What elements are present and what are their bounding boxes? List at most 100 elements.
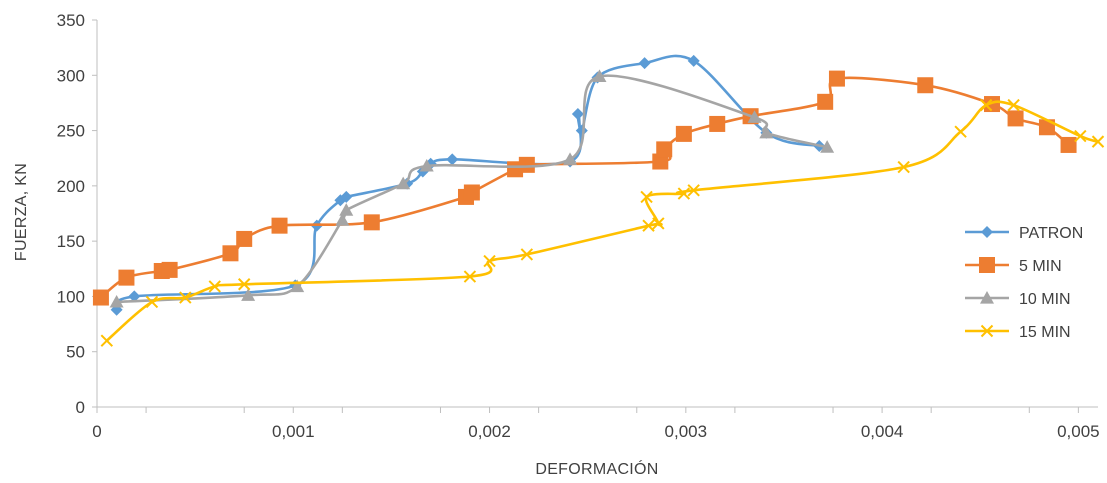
- data-point: [675, 125, 692, 142]
- legend-label: 10 MIN: [1019, 291, 1071, 308]
- data-point: [817, 93, 834, 110]
- data-point: [747, 110, 762, 123]
- data-point: [917, 77, 934, 94]
- data-point: [592, 69, 607, 82]
- x-marker-stroke: [652, 217, 665, 230]
- plot-area: [92, 54, 1105, 347]
- data-point: [241, 288, 256, 301]
- legend: PATRON 5 MIN 10 MIN 15 MIN: [965, 225, 1083, 341]
- data-point: [759, 125, 774, 139]
- data-point: [1007, 98, 1020, 112]
- y-tick-label: 350: [57, 11, 85, 30]
- series-10-min: [109, 69, 835, 308]
- x-marker-stroke: [520, 248, 534, 261]
- series-line: [114, 54, 820, 311]
- data-point: [446, 153, 459, 166]
- data-point: [687, 54, 700, 67]
- x-marker-stroke: [677, 187, 691, 200]
- x-marker-stroke: [642, 219, 655, 232]
- x-marker-stroke: [483, 254, 496, 268]
- x-tick-label: 0,001: [272, 422, 315, 441]
- data-point: [335, 213, 350, 226]
- data-point: [575, 124, 588, 137]
- data-point: [145, 295, 159, 309]
- x-marker-stroke: [980, 324, 994, 338]
- data-point: [100, 334, 114, 347]
- legend-marker: [980, 324, 994, 338]
- data-point: [828, 70, 845, 87]
- x-marker-stroke: [687, 184, 700, 197]
- data-point: [340, 190, 353, 203]
- y-tick-label: 100: [57, 287, 85, 306]
- x-tick-label: 0,002: [468, 422, 511, 441]
- x-tick-label: 0,003: [665, 422, 708, 441]
- x-marker-stroke: [1074, 129, 1087, 143]
- x-tick-label: 0,005: [1057, 422, 1100, 441]
- data-point: [1007, 110, 1024, 127]
- data-point: [222, 245, 239, 262]
- data-point: [954, 125, 967, 138]
- data-point: [520, 248, 534, 261]
- data-point: [419, 158, 434, 172]
- data-point: [652, 153, 669, 170]
- y-tick-label: 200: [57, 177, 85, 196]
- data-point: [339, 203, 354, 216]
- data-point: [1074, 129, 1087, 143]
- legend-item-10-min: 10 MIN: [965, 291, 1071, 308]
- data-point: [687, 184, 700, 197]
- axes: [92, 19, 1098, 413]
- legend-marker: [980, 291, 994, 304]
- x-tick-label: 0: [92, 422, 101, 441]
- data-point: [652, 217, 665, 230]
- y-tick-label: 300: [57, 66, 85, 85]
- x-marker-stroke: [1091, 135, 1105, 148]
- data-point: [640, 190, 653, 204]
- data-point: [363, 214, 380, 231]
- x-marker-stroke: [145, 295, 159, 309]
- data-point: [396, 176, 411, 190]
- x-marker-stroke: [1007, 98, 1020, 112]
- series-line: [105, 100, 1099, 342]
- data-point: [638, 57, 651, 70]
- data-point: [518, 156, 535, 173]
- x-marker-stroke: [463, 270, 477, 283]
- legend-marker: [981, 226, 993, 238]
- data-point: [820, 140, 835, 153]
- y-tick-label: 50: [66, 343, 85, 362]
- data-point: [208, 280, 221, 293]
- data-point: [161, 261, 178, 278]
- y-tick-label: 0: [76, 398, 85, 417]
- x-marker-stroke: [954, 125, 967, 138]
- data-point: [897, 160, 910, 174]
- x-marker-stroke: [979, 98, 993, 112]
- tick-labels: 0 50 100 150 200 250 300 350 0 0,001 0,002 0,003 0,0…: [57, 11, 1100, 441]
- legend-label: 15 MIN: [1019, 324, 1071, 341]
- x-axis-title: DEFORMACIÓN: [535, 459, 658, 478]
- data-point: [656, 141, 673, 158]
- x-marker-stroke: [179, 291, 192, 304]
- x-tick-label: 0,004: [861, 422, 904, 441]
- x-marker-stroke: [640, 190, 653, 204]
- y-axis-title: FUERZA, KN: [13, 163, 30, 261]
- data-point: [92, 289, 109, 306]
- data-point: [290, 279, 305, 293]
- data-point: [677, 187, 691, 200]
- x-marker-stroke: [100, 334, 114, 347]
- data-point: [109, 294, 124, 308]
- data-point: [709, 115, 726, 132]
- data-point: [483, 254, 496, 268]
- x-marker-stroke: [237, 278, 251, 291]
- data-point: [1091, 135, 1105, 148]
- data-point: [237, 278, 251, 291]
- data-point: [118, 269, 135, 286]
- data-point: [563, 152, 578, 165]
- data-point: [979, 98, 993, 112]
- data-point: [1060, 136, 1077, 153]
- data-point: [571, 107, 584, 120]
- data-point: [642, 219, 655, 232]
- legend-marker: [979, 257, 995, 273]
- data-point: [236, 230, 253, 247]
- data-point: [271, 217, 288, 234]
- legend-label: PATRON: [1019, 225, 1083, 242]
